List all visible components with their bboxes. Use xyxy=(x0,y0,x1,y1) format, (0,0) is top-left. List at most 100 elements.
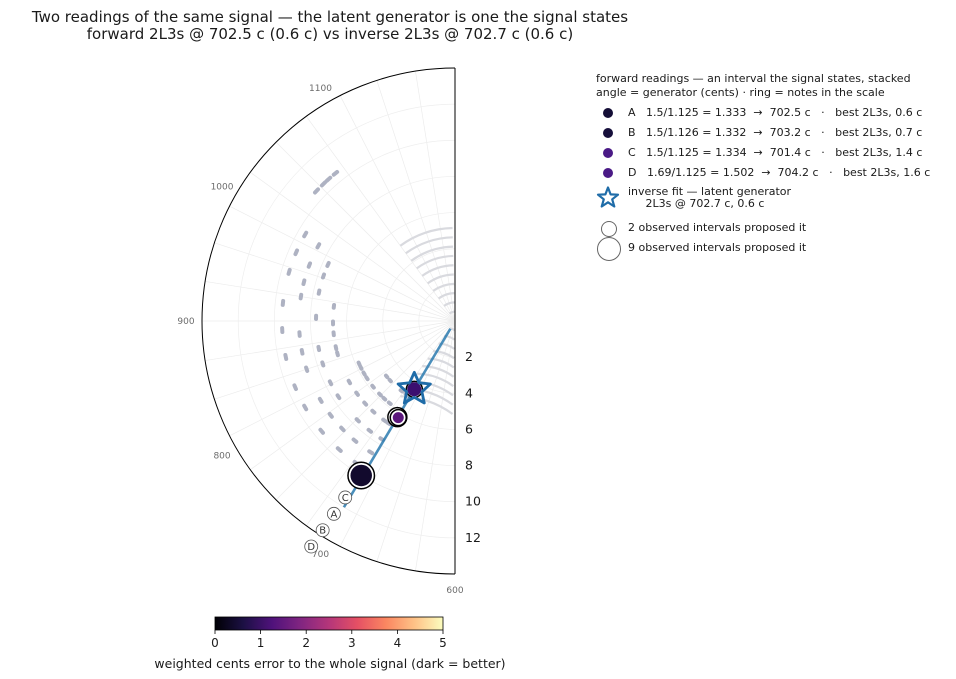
angle-tick-label: 800 xyxy=(213,452,230,462)
scale-step-mark xyxy=(367,449,375,456)
scale-ring xyxy=(433,349,455,360)
scale-step-mark xyxy=(320,360,326,368)
scale-step-mark xyxy=(325,261,331,268)
legend-marker-b xyxy=(603,128,613,138)
colorbar-tick-label: 5 xyxy=(439,636,447,650)
angular-gridline xyxy=(229,320,456,437)
scale-ring xyxy=(405,236,453,255)
scale-step-mark xyxy=(339,425,346,433)
size-marker-large xyxy=(597,237,621,261)
scale-step-mark xyxy=(292,383,298,392)
colorbar-tick-label: 0 xyxy=(211,636,219,650)
angular-gridline xyxy=(376,80,456,322)
candidate-point-generator-c xyxy=(392,412,404,424)
angular-gridline xyxy=(229,205,456,322)
candidate-point-generator-d xyxy=(350,464,372,487)
angular-gridline xyxy=(376,320,456,562)
angle-tick-label: 600 xyxy=(446,586,463,596)
legend-marker-c xyxy=(603,148,613,158)
scale-ring xyxy=(427,273,454,285)
scale-step-mark xyxy=(381,395,388,402)
legend-size-2: 2 observed intervals proposed it xyxy=(596,218,911,238)
colorbar-tick-label: 2 xyxy=(302,636,310,650)
angular-gridline xyxy=(205,320,456,361)
label-bubble-c xyxy=(338,490,353,505)
scale-step-mark xyxy=(286,267,292,276)
scale-step-mark xyxy=(346,378,353,386)
scale-step-mark xyxy=(370,408,377,415)
scale-step-mark xyxy=(298,292,304,301)
label-text-a: A xyxy=(330,509,337,520)
scale-step-mark xyxy=(377,391,383,398)
scale-step-mark xyxy=(385,420,392,427)
scale-step-mark xyxy=(358,364,364,371)
angular-gridline xyxy=(306,320,456,526)
scale-step-mark xyxy=(318,427,325,435)
scale-step-mark xyxy=(386,400,393,407)
polar-frame-arc xyxy=(201,67,456,575)
radius-tick-label: 10 xyxy=(465,494,481,509)
scale-step-mark xyxy=(317,396,324,404)
scale-step-mark xyxy=(283,353,289,361)
legend-marker-a xyxy=(603,108,613,118)
legend-marker-d xyxy=(603,168,613,178)
scale-ring xyxy=(432,282,455,292)
angular-gridline xyxy=(306,116,456,322)
angular-gridline xyxy=(339,320,456,547)
legend-entry-b: B 1.5/1.126 = 1.332 → 703.2 c · best 2L3… xyxy=(596,124,922,144)
colorbar xyxy=(214,616,444,631)
radius-tick-label: 4 xyxy=(465,385,473,400)
chart-title-line2: forward 2L3s @ 702.5 c (0.6 c) vs invers… xyxy=(86,25,574,43)
scale-step-mark xyxy=(306,261,313,269)
scale-step-mark xyxy=(327,379,334,387)
scale-step-mark xyxy=(354,390,360,397)
star-icon xyxy=(596,186,620,208)
scale-step-mark xyxy=(331,169,340,177)
radius-tick-label: 12 xyxy=(465,530,481,545)
legend-entry-a: A 1.5/1.125 = 1.333 → 702.5 c · best 2L3… xyxy=(596,104,922,124)
scale-ring xyxy=(421,264,454,277)
scale-step-mark xyxy=(293,248,300,257)
scale-ring xyxy=(416,372,454,387)
scale-step-mark xyxy=(335,393,342,401)
label-bubble-d xyxy=(304,539,319,554)
radius-tick-label: 6 xyxy=(465,421,473,436)
chart-title-line1: Two readings of the same signal — the la… xyxy=(31,8,629,26)
scale-ring xyxy=(422,365,455,378)
angular-gridline xyxy=(339,95,456,322)
scale-step-mark xyxy=(366,427,374,434)
radial-gridline xyxy=(418,284,456,358)
scale-ring xyxy=(427,357,455,369)
scale-step-mark xyxy=(302,403,309,412)
angular-gridline xyxy=(415,71,456,322)
scale-ring xyxy=(438,342,455,350)
scale-ring xyxy=(410,245,454,262)
radial-gridline xyxy=(310,176,456,466)
scale-step-mark xyxy=(387,377,393,384)
legend: forward readings — an interval the signa… xyxy=(596,72,930,261)
colorbar-tick-label: 4 xyxy=(394,636,402,650)
angle-tick-label: 700 xyxy=(312,550,329,560)
scale-step-mark xyxy=(398,388,405,394)
scale-ring xyxy=(437,292,455,300)
scale-step-mark xyxy=(383,373,390,380)
scale-step-mark xyxy=(364,375,370,382)
scale-step-mark xyxy=(351,437,359,444)
angle-tick-label: 900 xyxy=(177,317,194,327)
scale-step-mark xyxy=(299,348,305,356)
scale-step-mark xyxy=(378,436,386,442)
angular-gridline xyxy=(250,172,456,322)
scale-step-mark xyxy=(315,242,322,250)
scale-step-mark xyxy=(362,400,369,407)
label-bubble-a xyxy=(326,506,341,521)
label-text-d: D xyxy=(307,542,315,553)
angular-gridline xyxy=(275,320,456,501)
polar-grid xyxy=(202,68,456,574)
scale-step-mark xyxy=(361,370,367,377)
size-marker-small xyxy=(601,221,617,237)
label-text-c: C xyxy=(342,493,349,504)
legend-entry-inverse: inverse fit — latent generator 2L3s @ 70… xyxy=(596,186,911,218)
star-center-point xyxy=(407,382,422,397)
angular-gridline xyxy=(214,242,456,322)
